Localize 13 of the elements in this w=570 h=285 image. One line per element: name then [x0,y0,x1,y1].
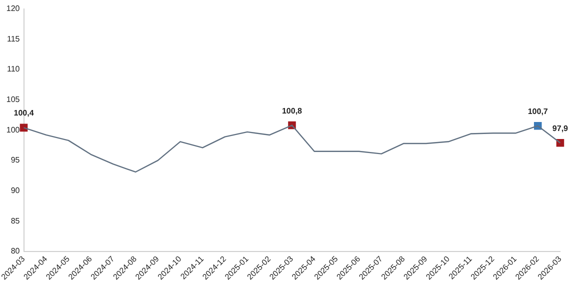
data-label: 100,7 [528,106,548,116]
y-tick-label: 100 [6,125,20,134]
y-tick-label: 85 [10,216,20,226]
data-label: 100,8 [282,106,303,116]
y-tick-label: 110 [6,64,20,74]
y-tick-label: 90 [10,186,20,195]
y-tick-label: 95 [10,156,20,165]
data-label: 97,9 [552,124,569,133]
data-label: 100,4 [14,108,34,118]
y-tick-label: 120 [6,4,20,14]
y-tick-label: 105 [6,94,20,104]
y-tick-label: 115 [6,34,20,44]
y-tick-label: 80 [10,246,20,256]
